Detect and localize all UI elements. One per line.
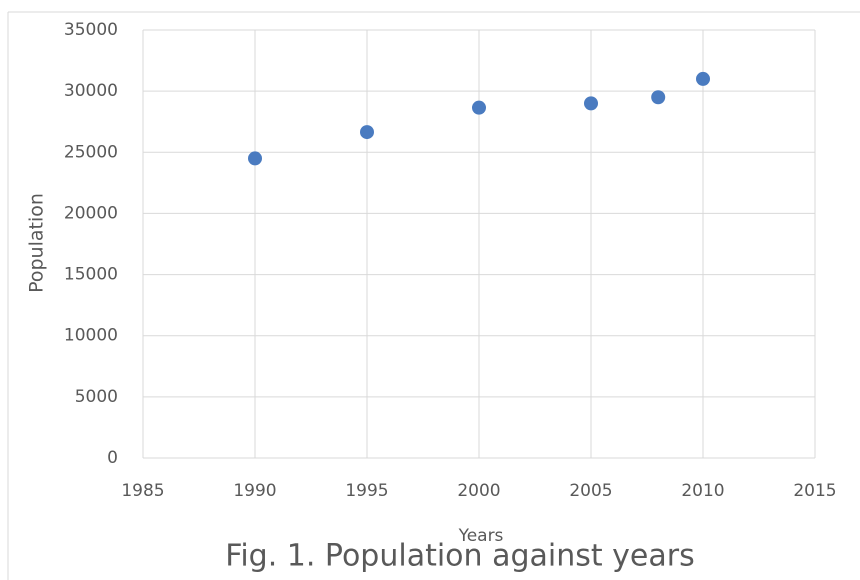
x-tick-label: 2005 bbox=[569, 481, 612, 501]
y-tick-label: 30000 bbox=[64, 81, 118, 101]
y-axis-label: Population bbox=[26, 193, 48, 293]
y-tick-label: 15000 bbox=[64, 265, 118, 285]
data-point bbox=[472, 100, 486, 115]
x-tick-label: 1985 bbox=[121, 481, 164, 501]
data-point bbox=[360, 125, 374, 140]
x-tick-label: 1990 bbox=[233, 481, 276, 501]
x-tick-label: 2010 bbox=[681, 481, 724, 501]
x-tick-label: 2000 bbox=[457, 481, 500, 501]
x-tick-label: 1995 bbox=[345, 481, 388, 501]
y-tick-label: 35000 bbox=[64, 20, 118, 40]
y-tick-label: 5000 bbox=[75, 387, 118, 407]
data-point bbox=[651, 90, 666, 105]
y-tick-label: 10000 bbox=[64, 326, 118, 346]
x-tick-label: 2015 bbox=[793, 481, 836, 501]
x-axis-label: Years bbox=[458, 526, 504, 546]
data-point bbox=[584, 96, 598, 111]
chart-caption: Fig. 1. Population against years bbox=[225, 539, 694, 574]
y-tick-label: 0 bbox=[107, 448, 118, 468]
data-point bbox=[248, 151, 262, 166]
y-tick-label: 20000 bbox=[64, 203, 118, 223]
data-point bbox=[696, 71, 710, 86]
y-tick-label: 25000 bbox=[64, 142, 118, 162]
